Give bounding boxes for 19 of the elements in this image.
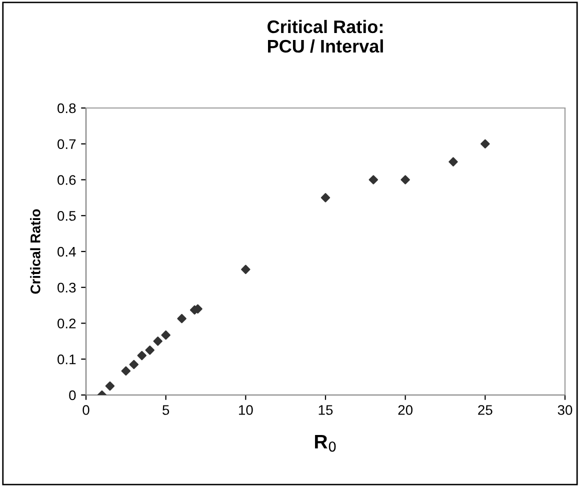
x-tick-label: 30 [558,405,572,415]
chart-title: Critical Ratio: PCU / Interval [268,20,383,53]
y-axis-title: Critical Ratio [30,209,40,294]
x-tick-label: 15 [318,405,333,415]
y-tick-label: 0.4 [58,246,76,257]
x-tick-label: 5 [162,405,170,415]
y-tick-label: 0 [69,390,76,400]
y-tick-label: 0.5 [58,210,76,221]
y-tick-label: 0.8 [58,103,76,114]
y-tick-label: 0.6 [58,175,76,185]
y-tick-label: 0.2 [58,318,76,328]
y-tick-label: 0.1 [58,354,76,364]
y-tick-label: 0.3 [58,282,76,293]
x-tick-label: 10 [239,405,253,415]
x-tick-label: 25 [478,405,492,415]
y-tick-label: 0.7 [58,139,76,150]
x-tick-label: 20 [398,405,413,415]
x-axis-title: R$_{0}$ [315,435,336,452]
x-tick-label: 0 [82,405,90,415]
